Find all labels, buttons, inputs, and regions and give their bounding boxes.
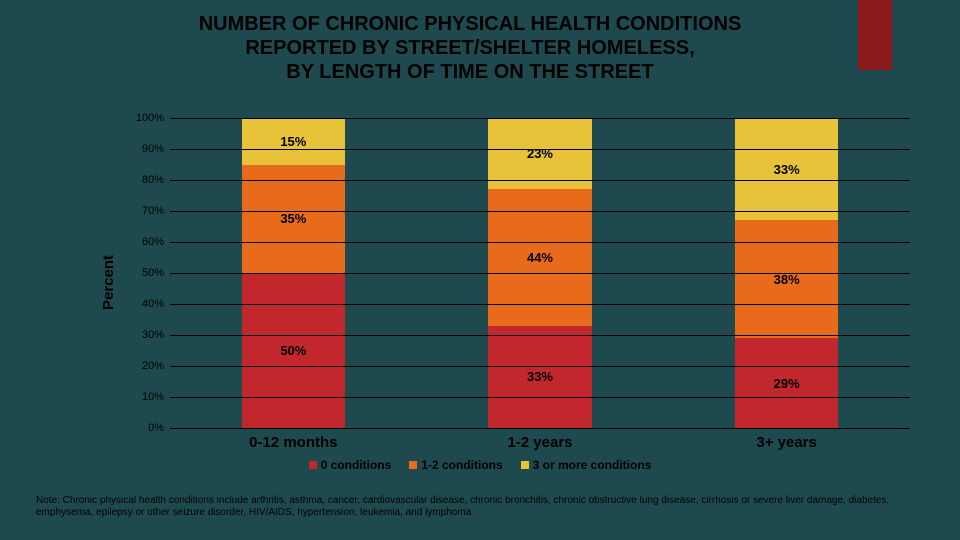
y-tick-label: 20% <box>142 360 170 372</box>
bar-segment: 15% <box>242 118 346 165</box>
bar-segment: 50% <box>242 273 346 428</box>
bar-segment: 33% <box>735 118 839 220</box>
y-tick-label: 50% <box>142 267 170 279</box>
x-axis-labels: 0-12 months1-2 years3+ years <box>170 434 910 451</box>
grid-line <box>170 273 910 274</box>
y-tick-label: 100% <box>136 112 170 124</box>
y-tick-label: 10% <box>142 391 170 403</box>
x-tick-label: 1-2 years <box>417 434 664 451</box>
grid-line <box>170 397 910 398</box>
y-tick-label: 0% <box>148 422 170 434</box>
y-tick-label: 70% <box>142 205 170 217</box>
y-tick-label: 90% <box>142 143 170 155</box>
legend-item: 1-2 conditions <box>409 458 502 472</box>
y-tick-label: 80% <box>142 174 170 186</box>
x-tick-label: 0-12 months <box>170 434 417 451</box>
legend-label: 3 or more conditions <box>533 458 652 472</box>
y-axis-label: Percent <box>100 255 117 310</box>
grid-line <box>170 366 910 367</box>
bar-segment: 23% <box>488 118 592 189</box>
footnote: Note: Chronic physical health conditions… <box>36 495 936 519</box>
legend: 0 conditions 1-2 conditions 3 or more cond… <box>0 458 960 472</box>
grid-line <box>170 149 910 150</box>
grid-line <box>170 180 910 181</box>
y-tick-label: 40% <box>142 298 170 310</box>
bar-segment: 33% <box>488 326 592 428</box>
legend-label: 0 conditions <box>321 458 392 472</box>
grid-line <box>170 242 910 243</box>
grid-line <box>170 335 910 336</box>
bar-segment: 38% <box>735 220 839 338</box>
grid-line <box>170 118 910 119</box>
legend-swatch <box>409 461 417 469</box>
x-tick-label: 3+ years <box>663 434 910 451</box>
legend-swatch <box>521 461 529 469</box>
grid-line <box>170 428 910 429</box>
legend-label: 1-2 conditions <box>421 458 502 472</box>
legend-item: 3 or more conditions <box>521 458 652 472</box>
bar-segment: 44% <box>488 189 592 325</box>
bar-segment: 29% <box>735 338 839 428</box>
grid-line <box>170 304 910 305</box>
y-tick-label: 60% <box>142 236 170 248</box>
grid-line <box>170 211 910 212</box>
plot-area: 50%35%15%33%44%23%29%38%33% 0%10%20%30%4… <box>170 118 910 428</box>
y-tick-label: 30% <box>142 329 170 341</box>
legend-swatch <box>309 461 317 469</box>
legend-item: 0 conditions <box>309 458 392 472</box>
